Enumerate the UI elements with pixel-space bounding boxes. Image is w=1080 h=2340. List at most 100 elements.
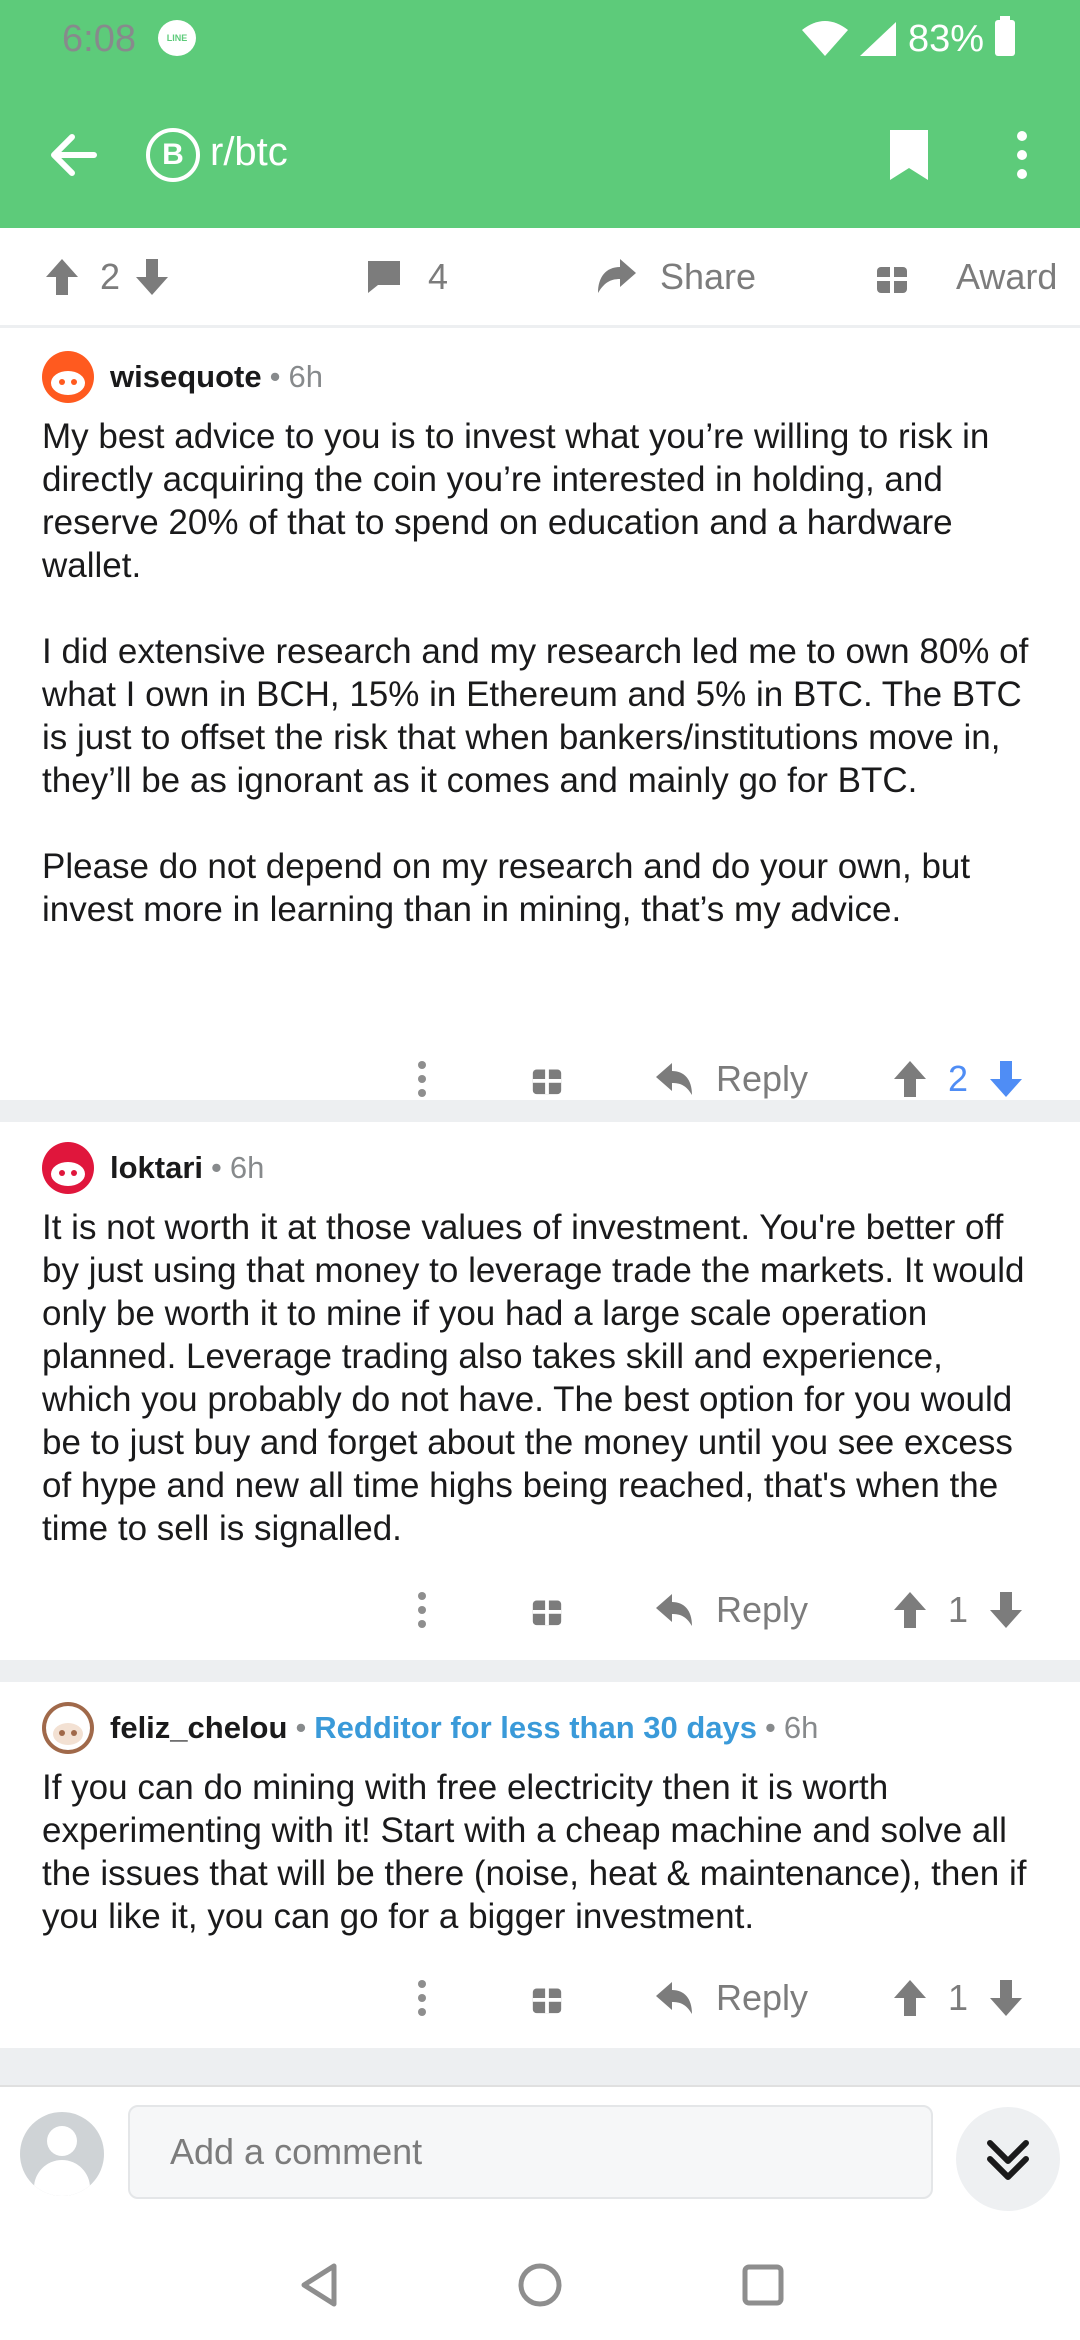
post-vote-group: 2: [44, 252, 170, 302]
comment-award-button[interactable]: [530, 1049, 564, 1109]
gift-icon: [532, 1067, 562, 1095]
comment-award-button[interactable]: [530, 1968, 564, 2028]
comment-card: loktari • 6h It is not worth it at those…: [0, 1122, 1080, 1660]
bookmark-icon[interactable]: [888, 128, 930, 182]
battery-icon: [995, 16, 1015, 56]
comment-award-button[interactable]: [530, 1580, 564, 1640]
upvote-icon[interactable]: [892, 1978, 928, 2018]
comment-meta: loktari • 6h: [42, 1142, 264, 1194]
reply-label: Reply: [716, 1058, 809, 1099]
comment-more-button[interactable]: [414, 1049, 430, 1109]
comment-more-button[interactable]: [414, 1968, 430, 2028]
post-score: 2: [100, 256, 121, 297]
reply-arrow-icon: [656, 1982, 692, 2014]
upvote-icon[interactable]: [892, 1059, 928, 1099]
vertical-dots-icon: [418, 1980, 426, 2016]
comment-score: 1: [948, 1977, 969, 2018]
comment-vote-group: 1: [892, 1580, 1024, 1640]
comment-time: 6h: [229, 1150, 265, 1185]
comment-author[interactable]: loktari: [110, 1150, 204, 1185]
comment-body: If you can do mining with free electrici…: [42, 1766, 1042, 1938]
separator-dot: •: [765, 1710, 776, 1745]
add-comment-input[interactable]: Add a comment: [128, 2105, 933, 2199]
comment-divider: [0, 1100, 1080, 1122]
more-options-icon[interactable]: [1008, 128, 1036, 182]
subreddit-icon[interactable]: B: [146, 128, 200, 182]
comment-vote-group: 1: [892, 1968, 1024, 2028]
snoo-avatar-icon: [51, 371, 85, 395]
wifi-icon: [802, 21, 848, 56]
award-button[interactable]: Award: [874, 252, 1057, 302]
current-user-avatar[interactable]: [20, 2112, 104, 2196]
comment-author[interactable]: feliz_chelou: [110, 1710, 288, 1745]
separator-dot: •: [295, 1710, 307, 1745]
comment-paragraph: It is not worth it at those values of in…: [42, 1208, 1025, 1548]
comment-composer: Add a comment: [0, 2085, 1080, 2215]
comment-actions: Reply 1: [0, 1580, 1080, 1640]
status-time: 6:08: [62, 18, 136, 60]
comment-score: 1: [948, 1589, 969, 1630]
gift-icon: [532, 1598, 562, 1626]
user-flair: Redditor for less than 30 days: [314, 1710, 758, 1745]
downvote-icon-active[interactable]: [988, 1059, 1024, 1099]
snoo-avatar-icon: [51, 1162, 85, 1186]
nav-home-icon[interactable]: [515, 2260, 565, 2310]
comment-card: wisequote • 6h My best advice to you is …: [0, 331, 1080, 1100]
comment-more-button[interactable]: [414, 1580, 430, 1640]
collapse-button[interactable]: [956, 2107, 1060, 2211]
share-arrow-icon: [598, 259, 636, 293]
comments-button[interactable]: 4: [364, 252, 448, 302]
nav-back-icon[interactable]: [296, 2260, 346, 2310]
vertical-dots-icon: [418, 1061, 426, 1097]
comment-meta: wisequote • 6h: [42, 351, 323, 403]
reply-label: Reply: [716, 1977, 809, 2018]
vertical-dots-icon: [418, 1592, 426, 1628]
upvote-icon[interactable]: [892, 1590, 928, 1630]
comment-score: 2: [948, 1058, 969, 1099]
comment-paragraph: Please do not depend on my research and …: [42, 847, 971, 929]
post-action-bar: 2 4 Share Award: [0, 228, 1080, 328]
user-avatar[interactable]: [42, 1702, 94, 1754]
snoo-avatar-icon: [46, 1706, 90, 1750]
nav-recents-icon[interactable]: [738, 2260, 788, 2310]
reply-button[interactable]: Reply: [654, 1968, 808, 2028]
comment-divider: [0, 1660, 1080, 1682]
upvote-icon[interactable]: [44, 257, 80, 297]
reply-label: Reply: [716, 1589, 809, 1630]
comment-paragraph: My best advice to you is to invest what …: [42, 417, 990, 585]
comment-count: 4: [428, 256, 449, 297]
comment-actions: Reply 2: [0, 1049, 1080, 1109]
downvote-icon[interactable]: [988, 1978, 1024, 2018]
comment-card: feliz_chelou • Redditor for less than 30…: [0, 1682, 1080, 2048]
back-arrow-icon[interactable]: [46, 128, 100, 182]
user-avatar[interactable]: [42, 1142, 94, 1194]
system-nav-bar: [0, 2215, 1080, 2340]
status-bar: 6:08 LINE 83%: [0, 0, 1080, 80]
comment-paragraph: I did extensive research and my research…: [42, 632, 1029, 800]
share-button[interactable]: Share: [596, 252, 756, 302]
share-label: Share: [660, 256, 757, 297]
toolbar: B r/btc: [0, 100, 1080, 210]
battery-percent: 83%: [908, 18, 985, 60]
comment-meta: feliz_chelou • Redditor for less than 30…: [42, 1702, 818, 1754]
award-label: Award: [956, 256, 1058, 297]
comment-time: 6h: [783, 1710, 819, 1745]
downvote-icon[interactable]: [134, 257, 170, 297]
app-header: 6:08 LINE 83% B r/btc: [0, 0, 1080, 228]
reply-button[interactable]: Reply: [654, 1049, 808, 1109]
comment-divider: [0, 2048, 1080, 2085]
reply-button[interactable]: Reply: [654, 1580, 808, 1640]
user-avatar[interactable]: [42, 351, 94, 403]
cellular-signal-icon: [860, 22, 896, 56]
comment-bubble-icon: [368, 261, 400, 293]
subreddit-name[interactable]: r/btc: [210, 130, 288, 174]
reply-arrow-icon: [656, 1594, 692, 1626]
downvote-icon[interactable]: [988, 1590, 1024, 1630]
comment-time: 6h: [288, 359, 323, 394]
comment-vote-group: 2: [892, 1049, 1024, 1109]
gift-icon: [877, 265, 907, 293]
comment-author[interactable]: wisequote: [110, 359, 262, 394]
gift-icon: [532, 1986, 562, 2014]
comment-body: It is not worth it at those values of in…: [42, 1206, 1042, 1550]
comment-body: My best advice to you is to invest what …: [42, 415, 1042, 931]
